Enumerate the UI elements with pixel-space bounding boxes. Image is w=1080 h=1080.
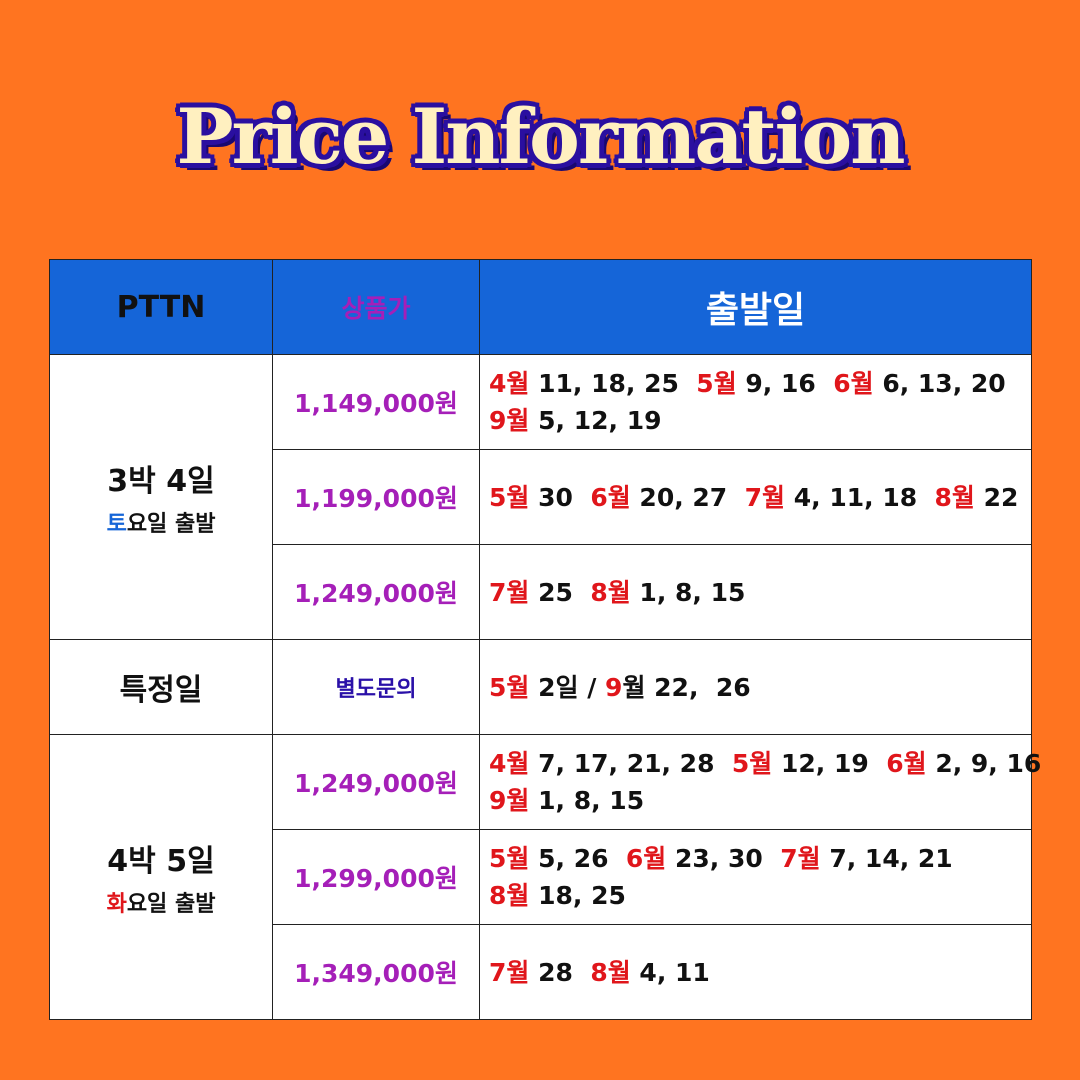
dates-line: 9월 5, 12, 19 [489,402,1031,439]
page-title: Price Information [175,91,907,183]
day-list: 2일 / [529,672,606,702]
day-list: 11, 18, 25 [529,369,697,398]
price-cell: 1,199,000원 [272,449,480,545]
dates-line: 5월 2일 / 9월 22, 26 [489,669,1031,706]
day-list: 28 [529,957,591,987]
price-cell: 별도문의 [272,639,480,735]
month-label: 6월 [590,482,631,512]
month-label: 6월 [625,844,667,873]
day-list: 1, 8, 15 [630,577,746,607]
month-label: 8월 [934,482,975,512]
month-label: 5월 [731,749,773,778]
month-label: 8월 [489,881,530,910]
package-name: 특정일 [119,673,203,708]
dates-line: 7월 25 8월 1, 8, 15 [489,574,1031,611]
table-row: 특정일 별도문의 5월 2일 / 9월 22, 26 [49,639,1032,735]
day-list: 4, 11 [630,957,710,987]
departure-day-highlight: 화 [106,892,127,917]
month-label: 9월 [489,406,530,435]
day-list: 22 [974,482,1019,512]
table-row: 1,299,000원 5월 5, 26 6월 23, 30 7월 7, 14, 2… [50,829,1032,925]
price-cell: 1,149,000원 [272,354,480,450]
departure-day: 토요일 출발 [50,506,272,538]
dates-line: 9월 1, 8, 15 [489,782,1031,819]
package-cell: 특정일 [49,639,273,735]
day-list: 2, 9, 16 [926,749,1042,778]
price-table: PTTN 상품가 출발일 3박 4일 토요일 출발 1,149,000원 4월 11,… [49,259,1041,1020]
day-list: 7, 17, 21, 28 [529,749,732,778]
month-label: 5월 [489,672,530,702]
dates-line: 8월 18, 25 [489,877,1031,914]
month-label: 9 [605,672,623,702]
month-label: 5월 [489,482,530,512]
price-cell: 1,249,000원 [272,544,480,640]
table-row: 1,249,000원 7월 25 8월 1, 8, 15 [50,544,1032,640]
dates-line: 7월 28 8월 4, 11 [489,954,1031,991]
table-header-row: PTTN 상품가 출발일 [49,259,1032,355]
package-name: 4박 5일 [107,844,215,879]
dates-line: 5월 5, 26 6월 23, 30 7월 7, 14, 21 [489,840,1031,877]
table-row: 1,199,000원 5월 30 6월 20, 27 7월 4, 11, 18 8… [50,449,1032,545]
header-departure: 출발일 [479,259,1032,355]
day-list: 1, 8, 15 [529,786,645,815]
header-pttn: PTTN [49,259,273,355]
day-list: 23, 30 [666,844,781,873]
table-row: 1,349,000원 7월 28 8월 4, 11 [50,924,1032,1020]
price-cell: 1,299,000원 [272,829,480,925]
month-label: 5월 [489,844,530,873]
month-label: 4월 [489,369,530,398]
month-label: 7월 [489,957,530,987]
dates-cell: 5월 30 6월 20, 27 7월 4, 11, 18 8월 22 [479,449,1032,545]
table-row: 3박 4일 토요일 출발 1,149,000원 4월 11, 18, 25 5월 9,… [49,354,1032,640]
month-label: 7월 [489,577,530,607]
dates-line: 5월 30 6월 20, 27 7월 4, 11, 18 8월 22 [489,479,1031,516]
table-row: 4박 5일 화요일 출발 1,249,000원 4월 7, 17, 21, 28 5월… [49,734,1041,1020]
day-list: 5, 12, 19 [529,406,662,435]
departure-day-rest: 요일 출발 [126,892,216,917]
departure-day: 화요일 출발 [50,886,272,918]
price-cell: 1,349,000원 [272,924,480,1020]
departure-day-rest: 요일 출발 [126,512,216,537]
departure-day-highlight: 토 [106,512,127,537]
header-price: 상품가 [272,259,480,355]
day-list: 5, 26 [529,844,626,873]
dates-cell: 7월 28 8월 4, 11 [479,924,1032,1020]
dates-line: 4월 11, 18, 25 5월 9, 16 6월 6, 13, 20 [489,365,1031,402]
dates-cell: 5월 2일 / 9월 22, 26 [479,639,1032,735]
month-label: 7월 [744,482,786,512]
day-list: 6, 13, 20 [873,369,1006,398]
package-name: 3박 4일 [107,464,215,499]
dates-cell: 4월 7, 17, 21, 28 5월 12, 19 6월 2, 9, 16 9월… [479,734,1041,830]
price-cell: 1,249,000원 [272,734,480,830]
month-label: 4월 [489,749,530,778]
day-list: 20, 27 [630,482,745,512]
dates-line: 4월 7, 17, 21, 28 5월 12, 19 6월 2, 9, 16 [489,745,1041,782]
month-label: 8월 [590,957,631,987]
dates-cell: 5월 5, 26 6월 23, 30 7월 7, 14, 21 8월 18, 25 [479,829,1032,925]
day-list: 25 [529,577,591,607]
day-list: 월 22, 26 [622,672,751,702]
month-label: 7월 [780,844,821,873]
day-list: 9, 16 [736,369,834,398]
dates-cell: 7월 25 8월 1, 8, 15 [479,544,1032,640]
day-list: 12, 19 [772,749,887,778]
month-label: 6월 [886,749,927,778]
month-label: 6월 [833,369,874,398]
day-list: 30 [529,482,591,512]
month-label: 8월 [590,577,631,607]
day-list: 4, 11, 18 [785,482,935,512]
month-label: 5월 [696,369,737,398]
day-list: 18, 25 [529,881,626,910]
month-label: 9월 [489,786,530,815]
dates-cell: 4월 11, 18, 25 5월 9, 16 6월 6, 13, 20 9월 5,… [479,354,1032,450]
day-list: 7, 14, 21 [820,844,953,873]
